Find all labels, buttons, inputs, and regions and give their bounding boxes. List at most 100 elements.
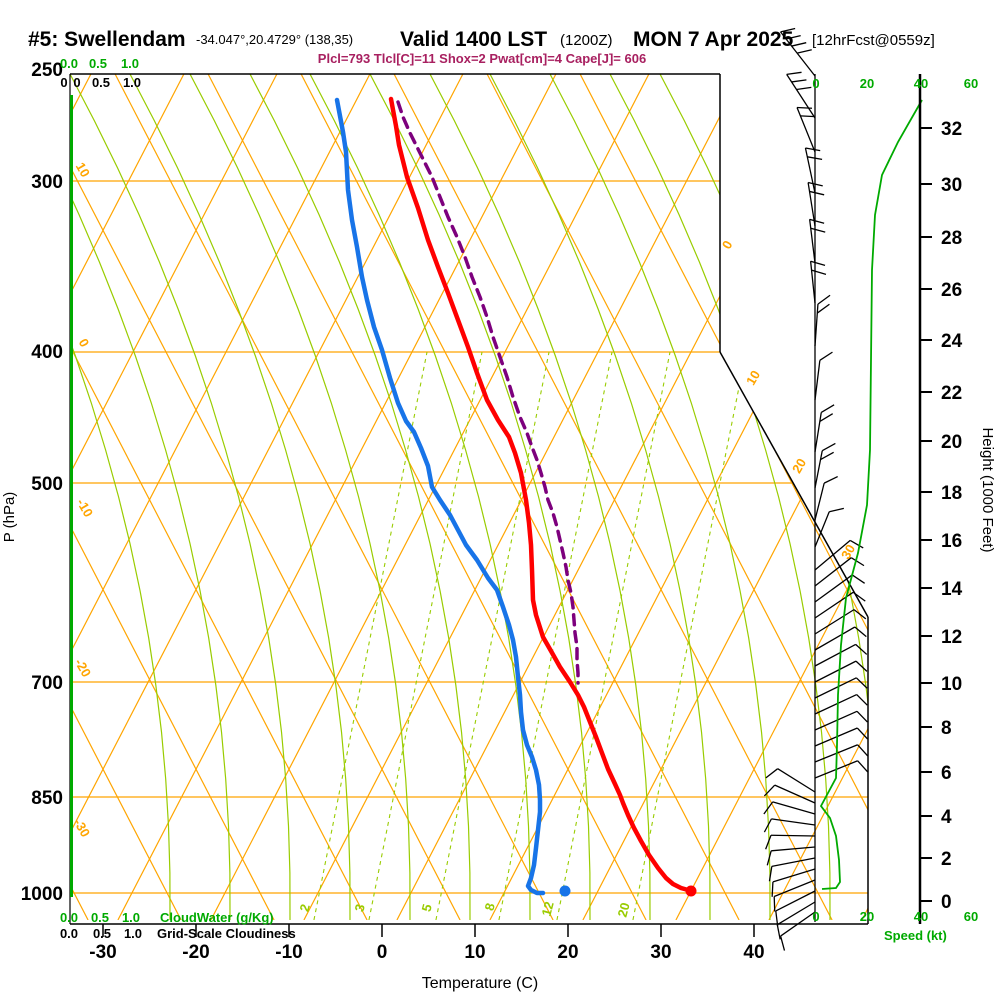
dry-adiabat-line [70,74,182,920]
dry-adiabat-label: 10 [73,160,93,180]
height-tick-label: 18 [941,483,962,504]
height-tick-label: 0 [941,892,952,913]
svg-text:0.0: 0.0 [60,56,78,71]
wind-barb-shaft [772,801,816,815]
temperature-tick-label: 30 [650,942,671,963]
wind-barb-shaft [807,182,816,227]
wind-barb [763,818,816,833]
wind-barb-shaft [771,818,816,826]
moist-adiabat-line [659,74,868,920]
wind-barb-feather [820,451,834,461]
dry-adiabat-label: 0 [76,336,93,350]
height-axis-label: Height (1000 Feet) [979,427,996,552]
wind-barb-feather [796,49,812,54]
wind-barb-shaft [814,450,823,489]
wind-barb [814,643,868,667]
speed-axis-label: Speed (kt) [884,928,947,943]
isotherm-label: 10 [743,368,763,388]
wind-barb-feather [763,801,774,815]
isotherm-label: 20 [789,456,809,476]
svg-text:0.5: 0.5 [92,75,110,90]
wind-barb-shaft [814,727,858,747]
wind-barb [773,879,816,912]
height-tick-label: 8 [941,718,952,739]
speed-tick-label-top: 0 [812,76,819,91]
wind-barb-feather [823,475,838,484]
height-axis [918,74,932,924]
height-tick-label: 20 [941,432,962,453]
wind-barb-feather [809,190,825,196]
isotherm-line [70,74,278,920]
wind-barb-feather [810,260,826,266]
speed-tick-label-bottom: 40 [914,909,928,924]
moist-adiabat-line [70,74,291,920]
wind-barb-shaft [780,911,816,937]
speed-tick-label-bottom: 20 [860,909,874,924]
speed-tick-label-top: 40 [914,76,928,91]
wind-barb-shaft [814,677,857,699]
wind-barb-feather [791,79,807,83]
moist-adiabat-line [129,74,351,920]
svg-text:0.5: 0.5 [91,910,109,925]
wind-barb-feather [817,294,831,305]
pressure-tick-label: 300 [31,172,63,193]
wind-barb-shaft [777,768,816,793]
wind-barb-feather [771,881,774,897]
wind-barb-shaft [804,147,816,194]
wind-barb-feather [819,413,834,422]
mixing-ratio-label: 12 [539,900,557,918]
isotherm-line [303,74,743,920]
dewpoint-curve [334,97,546,896]
dry-adiabat-label: -20 [72,656,94,680]
sounding-curves [334,96,697,897]
wind-barb-feather [805,147,821,152]
svg-text:0.5: 0.5 [93,926,111,941]
wind-barb-shaft [771,846,816,852]
wind-barb-feather [855,677,868,689]
mixing-ratio-label: 5 [418,902,434,913]
wind-barb-feather [857,744,869,757]
mixing-ratio-line [556,351,671,920]
wind-barb [814,710,868,731]
wind-barb [796,106,816,153]
wind-barb-shaft [814,557,852,587]
wind-barb-shaft [814,710,858,731]
svg-text:1.0: 1.0 [121,56,139,71]
isotherm-label: 30 [838,542,858,562]
dry-adiabat-line [300,74,740,920]
top-cloudiness-scale: 0 0 0.5 1.0 [60,75,141,90]
speed-tick-label-bottom: 0 [812,909,819,924]
wind-barb [814,693,868,715]
wind-barb [814,475,838,521]
title-zulu: (1200Z) [560,32,613,49]
wind-barb [814,677,868,699]
wind-barb-shaft [814,539,851,571]
wind-barb-column [763,27,923,951]
wind-barb-shaft [814,482,825,521]
wind-barb [814,404,835,453]
wind-barb-shaft [770,834,816,837]
wind-barb-feather [811,269,827,275]
isotherm-label: 0 [719,238,736,252]
wind-barb [776,901,816,940]
wind-barb-shaft [772,868,816,883]
height-tick-label: 24 [941,331,963,352]
speed-tick-label-top: 20 [860,76,874,91]
wind-barb-feather [809,218,825,224]
height-tick-label: 32 [941,119,962,140]
wind-barb [804,147,823,194]
wind-barb-shaft [814,574,853,603]
isotherm-line [768,74,868,920]
temperature-tick-label: 0 [377,942,388,963]
dry-adiabat-line [393,74,833,920]
bottom-cloudwater-scale: 0.0 0.5 1.0 CloudWater (g/Kg) [60,910,274,925]
wind-barb [765,768,816,793]
height-tick-label: 2 [941,849,952,870]
wind-barb-shaft [774,784,816,804]
moist-adiabat-line [609,74,831,920]
wind-barb-shaft [814,693,857,715]
wind-barb-feather [800,115,816,118]
wind-barb-shaft [814,609,855,635]
dry-adiabat-line [114,74,554,920]
